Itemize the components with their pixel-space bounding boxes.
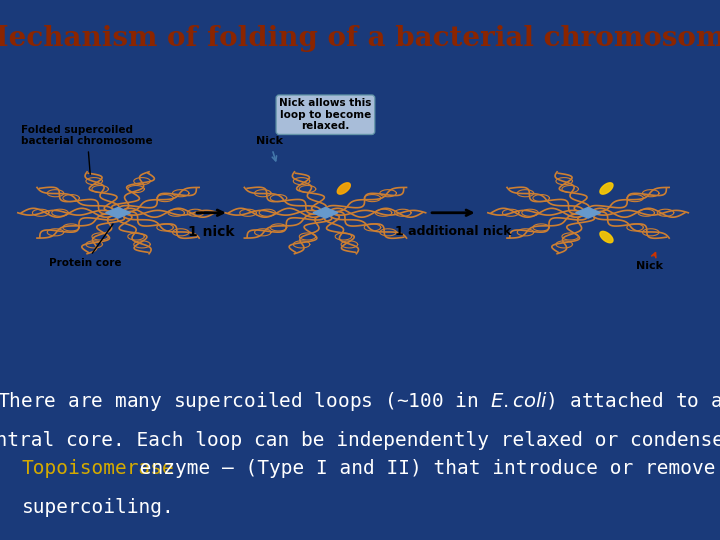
- Polygon shape: [337, 183, 351, 194]
- Text: central core. Each loop can be independently relaxed or condensed.: central core. Each loop can be independe…: [0, 431, 720, 450]
- Text: Nick: Nick: [636, 253, 664, 271]
- Polygon shape: [600, 183, 613, 194]
- Polygon shape: [313, 207, 338, 218]
- Text: Topoisomerase: Topoisomerase: [22, 459, 174, 478]
- Text: enzyme – (Type I and II) that introduce or remove: enzyme – (Type I and II) that introduce …: [128, 459, 716, 478]
- Text: Protein core: Protein core: [49, 224, 122, 268]
- Text: 1 nick: 1 nick: [188, 225, 235, 239]
- Text: Folded supercoiled
bacterial chromosome: Folded supercoiled bacterial chromosome: [22, 125, 153, 174]
- Text: supercoiling.: supercoiling.: [22, 498, 174, 517]
- Text: Nick allows this
loop to become
relaxed.: Nick allows this loop to become relaxed.: [279, 98, 372, 131]
- Polygon shape: [106, 207, 130, 218]
- Text: Mechanism of folding of a bacterial chromosome: Mechanism of folding of a bacterial chro…: [0, 25, 720, 52]
- Text: Nick: Nick: [256, 137, 284, 161]
- Polygon shape: [600, 231, 613, 243]
- Polygon shape: [576, 207, 600, 218]
- Text: There are many supercoiled loops (~100 in $\it{E. coli}$) attached to a: There are many supercoiled loops (~100 i…: [0, 389, 720, 413]
- Text: 1 additional nick: 1 additional nick: [395, 225, 512, 238]
